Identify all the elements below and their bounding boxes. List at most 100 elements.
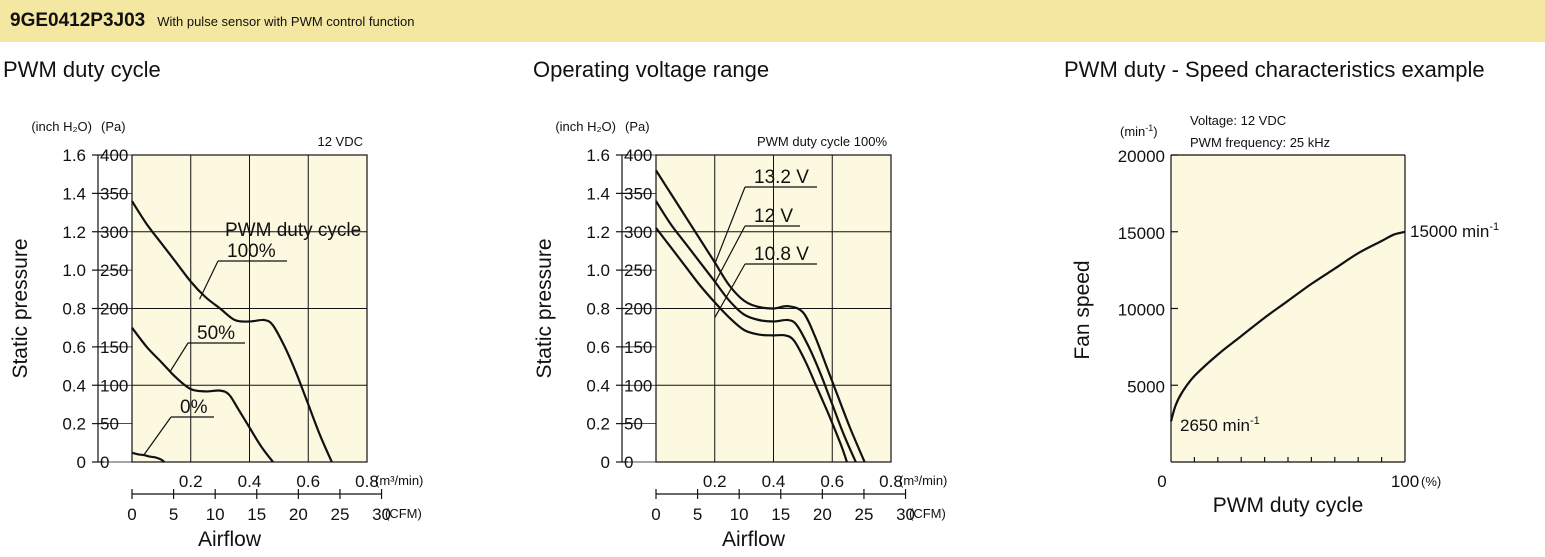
chart1-x-tick-cfm-3: 15 bbox=[247, 505, 266, 524]
chart2-x-unit-m3: (m³/min) bbox=[899, 473, 947, 488]
chart2-y-tick-inh2o-2: 0.4 bbox=[586, 376, 610, 395]
chart3-note-voltage: Voltage: 12 VDC bbox=[1190, 113, 1286, 128]
chart1-y-tick-inh2o-1: 0.2 bbox=[62, 415, 86, 434]
chart2-y-tick-inh2o-0: 0 bbox=[601, 453, 610, 472]
chart1-y-tick-inh2o-5: 1.0 bbox=[62, 261, 86, 280]
chart3-note-frequency: PWM frequency: 25 kHz bbox=[1190, 135, 1330, 150]
chart1-x-tick-cfm-0: 0 bbox=[127, 505, 136, 524]
chart2-x-tick-cfm-1: 5 bbox=[693, 505, 702, 524]
model-number: 9GE0412P3J03 bbox=[10, 10, 146, 31]
chart1-x-tick-cfm-6: 30 bbox=[372, 505, 391, 524]
chart1-y-tick-pa-0: 0 bbox=[100, 453, 109, 472]
chart1-x-unit-cfm: (CFM) bbox=[385, 506, 422, 521]
chart1-y-tick-pa-3: 150 bbox=[100, 338, 128, 357]
chart1-y-unit-inh2o: (inch H₂O) bbox=[31, 119, 92, 134]
chart1-y-tick-inh2o-0: 0 bbox=[77, 453, 86, 472]
chart2-y-unit-pa: (Pa) bbox=[625, 119, 650, 134]
chart2-y-tick-inh2o-1: 0.2 bbox=[586, 415, 610, 434]
chart1-x-tick-m3-3: 0.8 bbox=[355, 472, 379, 491]
chart1-y-tick-inh2o-6: 1.2 bbox=[62, 223, 86, 242]
chart1-y-tick-pa-5: 250 bbox=[100, 261, 128, 280]
chart3-x-unit: (%) bbox=[1421, 474, 1441, 489]
chart2-y-tick-pa-5: 250 bbox=[624, 261, 652, 280]
chart2-x-axis-title: Airflow bbox=[722, 528, 786, 551]
model-description: With pulse sensor with PWM control funct… bbox=[157, 13, 415, 29]
chart2-y-tick-pa-0: 0 bbox=[624, 453, 633, 472]
chart1-x-tick-cfm-5: 25 bbox=[330, 505, 349, 524]
chart2-y-tick-pa-4: 200 bbox=[624, 300, 652, 319]
chart2-note: PWM duty cycle 100% bbox=[757, 134, 887, 149]
chart1-y-tick-pa-7: 350 bbox=[100, 184, 128, 203]
chart1-series-2-leader bbox=[143, 416, 172, 456]
chart2-y-unit-inh2o: (inch H₂O) bbox=[555, 119, 616, 134]
chart3-y-axis-title: Fan speed bbox=[1071, 260, 1094, 359]
chart1-x-tick-cfm-2: 10 bbox=[206, 505, 225, 524]
chart2-title: Operating voltage range bbox=[533, 57, 770, 82]
chart3-y-tick-label-0: 5000 bbox=[1127, 377, 1165, 396]
chart3-x-axis-title: PWM duty cycle bbox=[1213, 494, 1364, 517]
chart1-series-2-line bbox=[131, 451, 166, 463]
chart1-note: 12 VDC bbox=[317, 134, 363, 149]
chart1-series-0-line bbox=[131, 200, 333, 463]
chart3-x-tick-1: 100 bbox=[1391, 472, 1419, 491]
chart1-title: PWM duty cycle bbox=[3, 57, 161, 82]
chart2-x-tick-m3-3: 0.8 bbox=[879, 472, 903, 491]
chart2-x-tick-m3-2: 0.6 bbox=[820, 472, 844, 491]
chart1-series-2-label: 0% bbox=[180, 397, 208, 418]
chart1-y-tick-inh2o-3: 0.6 bbox=[62, 338, 86, 357]
chart1-legend-title: PWM duty cycle bbox=[225, 220, 361, 241]
chart2-y-tick-inh2o-5: 1.0 bbox=[586, 261, 610, 280]
chart2-y-tick-inh2o-8: 1.6 bbox=[586, 146, 610, 165]
chart1-x-tick-cfm-1: 5 bbox=[169, 505, 178, 524]
chart2-x-tick-m3-1: 0.4 bbox=[762, 472, 786, 491]
chart1-y-tick-pa-4: 200 bbox=[100, 300, 128, 319]
chart2-x-tick-cfm-2: 10 bbox=[730, 505, 749, 524]
chart2-x-unit-cfm: (CFM) bbox=[909, 506, 946, 521]
chart2-y-tick-inh2o-3: 0.6 bbox=[586, 338, 610, 357]
chart1-y-tick-pa-1: 50 bbox=[100, 415, 119, 434]
chart2-series-1-leader bbox=[714, 225, 746, 284]
chart2-y-tick-pa-2: 100 bbox=[624, 376, 652, 395]
chart2-series-2-label: 10.8 V bbox=[754, 244, 809, 265]
chart1-x-axis-title: Airflow bbox=[198, 528, 262, 551]
chart1-x-tick-m3-1: 0.4 bbox=[238, 472, 262, 491]
chart1-y-tick-pa-8: 400 bbox=[100, 146, 128, 165]
chart2-series-1-line bbox=[655, 200, 857, 463]
chart1-y-tick-inh2o-8: 1.6 bbox=[62, 146, 86, 165]
chart2-x-tick-cfm-3: 15 bbox=[771, 505, 790, 524]
chart2-y-tick-pa-7: 350 bbox=[624, 184, 652, 203]
chart1-x-tick-cfm-4: 20 bbox=[289, 505, 308, 524]
chart1-x-tick-m3-2: 0.6 bbox=[296, 472, 320, 491]
chart3-annotation-min: 2650 min-1 bbox=[1180, 415, 1260, 435]
chart2-x-tick-m3-0: 0.2 bbox=[703, 472, 727, 491]
chart2-x-tick-cfm-4: 20 bbox=[813, 505, 832, 524]
chart2-y-axis-title: Static pressure bbox=[533, 238, 556, 378]
chart2-series-2-line bbox=[655, 227, 848, 463]
chart1-y-tick-inh2o-7: 1.4 bbox=[62, 184, 86, 203]
chart2-series-2-leader bbox=[714, 263, 746, 319]
chart3-title: PWM duty - Speed characteristics example bbox=[1064, 57, 1485, 82]
chart2-y-tick-inh2o-6: 1.2 bbox=[586, 223, 610, 242]
chart1-series-1-line bbox=[131, 327, 274, 463]
chart1-series-1-leader bbox=[169, 342, 189, 372]
chart2-y-tick-inh2o-7: 1.4 bbox=[586, 184, 610, 203]
chart2-y-tick-pa-3: 150 bbox=[624, 338, 652, 357]
chart3-y-tick-label-3: 20000 bbox=[1118, 147, 1165, 166]
chart1-y-tick-pa-6: 300 bbox=[100, 223, 128, 242]
chart1-x-unit-m3: (m³/min) bbox=[375, 473, 423, 488]
chart3-y-tick-label-2: 15000 bbox=[1118, 224, 1165, 243]
chart3-x-tick-0: 0 bbox=[1157, 472, 1166, 491]
chart2-series-1-label: 12 V bbox=[754, 206, 793, 227]
chart2-series-0-leader bbox=[714, 186, 746, 265]
chart2-series-0-line bbox=[655, 169, 866, 463]
chart3-series-0-line bbox=[1169, 230, 1406, 422]
chart1-y-axis-title: Static pressure bbox=[9, 238, 32, 378]
chart1-y-tick-pa-2: 100 bbox=[100, 376, 128, 395]
chart2-y-tick-pa-1: 50 bbox=[624, 415, 643, 434]
chart1-series-0-leader bbox=[199, 260, 219, 300]
header-bar: 9GE0412P3J03 With pulse sensor with PWM … bbox=[0, 0, 1545, 42]
chart2-y-tick-pa-6: 300 bbox=[624, 223, 652, 242]
chart1-series-1-label: 50% bbox=[197, 323, 235, 344]
